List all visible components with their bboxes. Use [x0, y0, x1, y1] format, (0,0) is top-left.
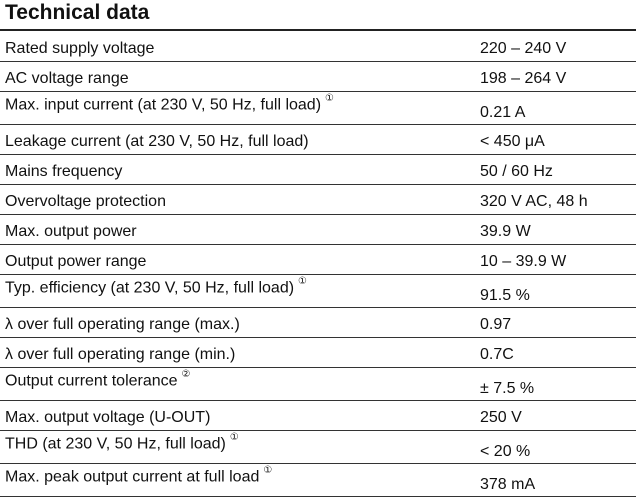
row-label: Leakage current (at 230 V, 50 Hz, full l… [0, 124, 474, 155]
table-row: AC voltage range 198 – 264 V [0, 61, 636, 92]
row-label: λ over full operating range (max.) [0, 307, 474, 338]
section-title: Technical data [5, 1, 150, 24]
table-row: Typ. efficiency (at 230 V, 50 Hz, full l… [0, 274, 636, 308]
footnote-marker: ① [229, 431, 239, 443]
row-value: 39.9 W [474, 214, 636, 245]
row-value: 198 – 264 V [474, 61, 636, 92]
row-value: 220 – 240 V [474, 31, 636, 62]
row-label: Max. peak output current at full load ① [0, 463, 474, 497]
row-label: Typ. efficiency (at 230 V, 50 Hz, full l… [0, 274, 474, 308]
row-label: Overvoltage protection [0, 184, 474, 215]
row-label: Rated supply voltage [0, 31, 474, 62]
row-label: Max. output power [0, 214, 474, 245]
row-value: 378 mA [474, 463, 636, 497]
row-label: λ over full operating range (min.) [0, 337, 474, 368]
row-label: THD (at 230 V, 50 Hz, full load) ① [0, 430, 474, 464]
table-row: Max. peak output current at full load ① 3… [0, 463, 636, 497]
row-value: 10 – 39.9 W [474, 244, 636, 275]
row-value: 0.21 A [474, 91, 636, 125]
row-value: 0.97 [474, 307, 636, 338]
table-row: Leakage current (at 230 V, 50 Hz, full l… [0, 124, 636, 155]
table-row: Max. input current (at 230 V, 50 Hz, ful… [0, 91, 636, 125]
table-row: Max. output voltage (U-OUT) 250 V [0, 400, 636, 431]
table-row: THD (at 230 V, 50 Hz, full load) ① < 20 % [0, 430, 636, 464]
table-row: Output current tolerance ② ± 7.5 % [0, 367, 636, 401]
row-label: Output current tolerance ② [0, 367, 474, 401]
row-value: < 20 % [474, 430, 636, 464]
row-label: Output power range [0, 244, 474, 275]
row-value: < 450 μA [474, 124, 636, 155]
table-row: λ over full operating range (max.) 0.97 [0, 307, 636, 338]
row-value: ± 7.5 % [474, 367, 636, 401]
row-label: Max. output voltage (U-OUT) [0, 400, 474, 431]
table-row: λ over full operating range (min.) 0.7C [0, 337, 636, 368]
row-value: 91.5 % [474, 274, 636, 308]
row-label: AC voltage range [0, 61, 474, 92]
table-row: Rated supply voltage 220 – 240 V [0, 31, 636, 62]
row-label: Max. input current (at 230 V, 50 Hz, ful… [0, 91, 474, 125]
table-row: Max. output power 39.9 W [0, 214, 636, 245]
footnote-marker: ① [263, 464, 273, 476]
row-label: Mains frequency [0, 154, 474, 185]
row-value: 50 / 60 Hz [474, 154, 636, 185]
table-row: Overvoltage protection 320 V AC, 48 h [0, 184, 636, 215]
footnote-marker: ① [325, 92, 334, 104]
row-value: 250 V [474, 400, 636, 431]
title-divider [0, 29, 636, 31]
footnote-marker: ② [181, 368, 191, 380]
table-row: Output power range 10 – 39.9 W [0, 244, 636, 275]
footnote-marker: ① [298, 275, 308, 287]
table-row: Mains frequency 50 / 60 Hz [0, 154, 636, 185]
technical-data-table: Rated supply voltage 220 – 240 V AC volt… [0, 31, 636, 497]
row-value: 320 V AC, 48 h [474, 184, 636, 215]
row-value: 0.7C [474, 337, 636, 368]
